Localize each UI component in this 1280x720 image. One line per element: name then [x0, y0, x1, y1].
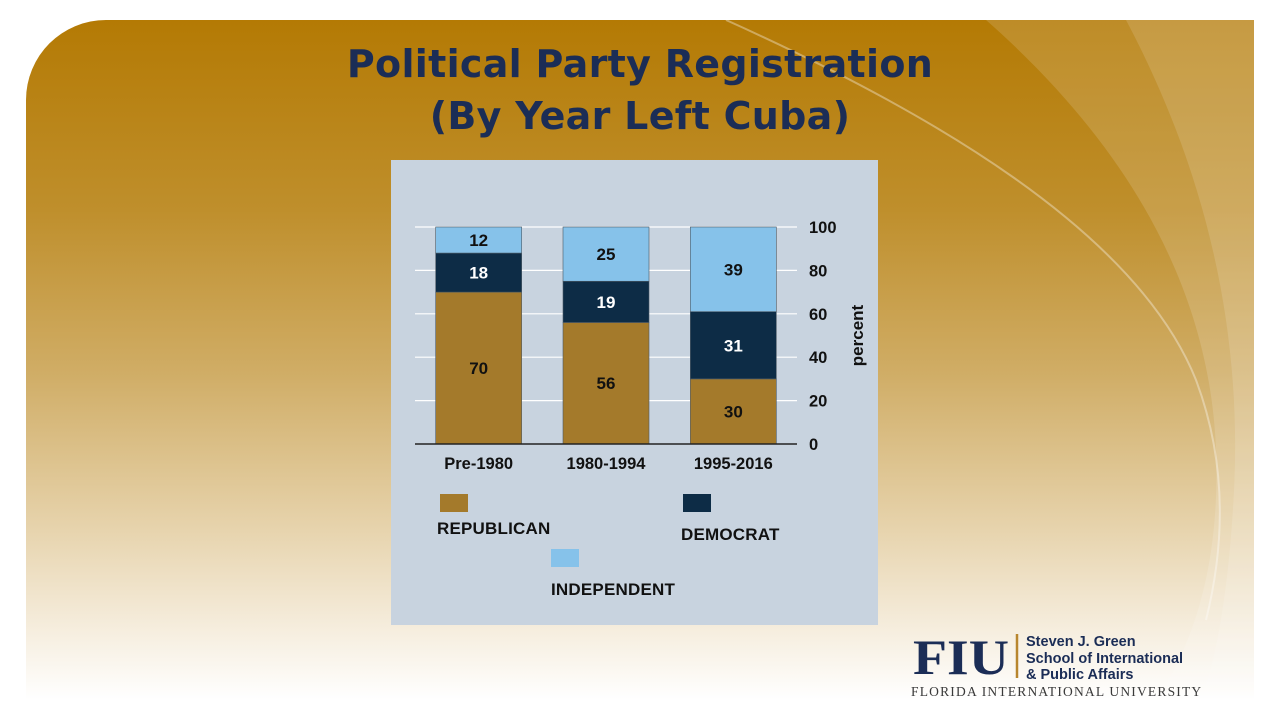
bar-value-label: 31: [724, 336, 743, 355]
logo-school-line-2: School of International: [1026, 650, 1184, 667]
legend-swatch-democrat: [683, 494, 711, 512]
legend-label-democrat: DEMOCRAT: [681, 525, 780, 544]
y-tick-label: 40: [809, 349, 827, 367]
y-axis-label: percent: [848, 304, 867, 366]
bar-value-label: 39: [724, 260, 743, 279]
title-line-1: Political Party Registration: [346, 42, 934, 86]
bar-segment: [690, 378, 777, 445]
bar-value-label: 19: [597, 293, 616, 312]
chart-panel: 70 18 12 Pre-1980 56 19 25 1980-1994 30 31 39 1995-…: [391, 160, 878, 625]
bar-segment: [562, 226, 650, 282]
bar-segment: [562, 280, 650, 323]
bar-segment: [690, 226, 777, 312]
logo-university-name: FLORIDA INTERNATIONAL UNIVERSITY: [911, 684, 1203, 699]
y-tick-label: 20: [809, 393, 827, 411]
y-tick-label: 80: [809, 262, 827, 280]
decorative-swooshes: [725, 20, 1254, 700]
y-tick-label: 0: [809, 436, 818, 454]
stacked-bar-chart: 70 18 12 Pre-1980 56 19 25 1980-1994 30 31 39 1995-…: [415, 219, 867, 473]
bar-value-label: 12: [469, 231, 488, 250]
logo-school-name: Steven J. Green School of International …: [1026, 634, 1183, 684]
bar-value-label: 25: [597, 245, 616, 264]
title-line-2: (By Year Left Cuba): [429, 94, 851, 138]
bar-segment: [435, 226, 522, 254]
slide-title: Political Party Registration (By Year Le…: [0, 38, 1280, 142]
y-tick-label: 60: [809, 306, 827, 324]
x-tick-label: 1980-1994: [567, 455, 647, 473]
fiu-logo-mark: FIU: [913, 634, 1019, 680]
bar-segment: [435, 252, 522, 293]
logo-school-line-1: Steven J. Green: [1026, 634, 1136, 650]
y-tick-label: 100: [809, 219, 837, 237]
bar-value-label: 30: [724, 402, 743, 421]
bar-segment: [562, 322, 650, 445]
legend-label-independent: INDEPENDENT: [551, 580, 676, 599]
bar-value-label: 70: [469, 359, 488, 378]
bar-segment: [690, 311, 777, 380]
legend-swatch-independent: [551, 549, 579, 567]
bar-value-label: 18: [469, 264, 488, 283]
logo-school-line-3: & Public Affairs: [1026, 667, 1134, 683]
x-tick-label: 1995-2016: [694, 455, 773, 473]
legend-swatch-republican: [440, 494, 468, 512]
fiu-logo-text: FIU: [913, 634, 1009, 680]
legend-label-republican: REPUBLICAN: [437, 519, 551, 538]
x-tick-label: Pre-1980: [444, 455, 513, 473]
bar-value-label: 56: [597, 374, 616, 393]
